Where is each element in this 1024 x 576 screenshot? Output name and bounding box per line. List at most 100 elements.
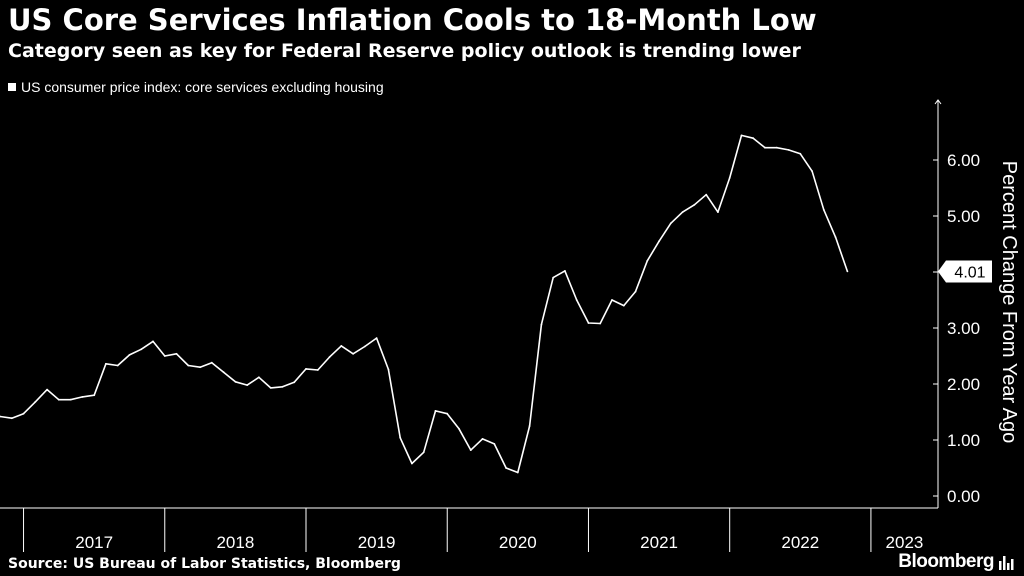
data-point bbox=[564, 270, 566, 272]
data-point bbox=[458, 427, 460, 430]
data-point bbox=[728, 177, 731, 179]
data-point bbox=[187, 364, 190, 367]
data-point bbox=[528, 425, 531, 427]
data-point bbox=[422, 451, 425, 454]
data-point bbox=[152, 340, 154, 343]
data-point bbox=[46, 388, 48, 391]
data-point bbox=[140, 348, 143, 351]
data-point bbox=[717, 211, 719, 214]
last-value-label: 4.01 bbox=[954, 264, 985, 281]
y-tick-label: 0.00 bbox=[947, 487, 980, 506]
data-point bbox=[775, 146, 778, 149]
data-point bbox=[493, 443, 496, 445]
data-point bbox=[234, 380, 237, 383]
data-point bbox=[740, 134, 743, 137]
data-point bbox=[481, 438, 484, 440]
x-year-label: 2023 bbox=[886, 533, 924, 552]
data-point bbox=[128, 354, 131, 356]
data-point bbox=[434, 410, 437, 412]
data-point bbox=[269, 387, 272, 389]
data-point bbox=[811, 170, 813, 173]
data-point bbox=[34, 401, 37, 403]
data-point bbox=[81, 396, 84, 398]
data-point bbox=[575, 299, 578, 301]
data-point bbox=[0, 415, 1, 418]
data-point bbox=[175, 352, 178, 355]
data-point bbox=[752, 137, 755, 140]
data-point bbox=[658, 240, 660, 243]
data-point bbox=[587, 322, 590, 324]
data-point bbox=[352, 352, 354, 355]
data-point bbox=[293, 381, 296, 384]
data-point bbox=[210, 361, 213, 364]
y-tick-label: 2.00 bbox=[947, 375, 980, 394]
data-point bbox=[846, 270, 849, 273]
data-point bbox=[199, 366, 202, 369]
legend: US consumer price index: core services e… bbox=[8, 78, 384, 96]
data-point bbox=[163, 355, 166, 357]
data-point bbox=[10, 417, 13, 420]
x-year-label: 2017 bbox=[75, 533, 113, 552]
legend-entry-label: US consumer price index: core services e… bbox=[21, 79, 384, 95]
data-point bbox=[469, 449, 472, 451]
data-point bbox=[328, 356, 331, 358]
data-point bbox=[246, 384, 249, 386]
data-point bbox=[505, 467, 507, 469]
data-point bbox=[105, 362, 107, 365]
data-point bbox=[363, 345, 366, 348]
data-point bbox=[387, 368, 390, 371]
x-year-label: 2019 bbox=[358, 533, 396, 552]
data-point bbox=[787, 149, 790, 151]
data-point bbox=[622, 304, 625, 307]
series-line bbox=[0, 134, 849, 474]
data-point bbox=[634, 290, 637, 293]
data-point bbox=[305, 368, 307, 370]
chart-title: US Core Services Inflation Cools to 18-M… bbox=[8, 3, 817, 37]
data-point bbox=[57, 398, 60, 401]
data-point bbox=[681, 211, 684, 214]
data-point bbox=[116, 364, 119, 367]
data-point bbox=[822, 208, 825, 211]
x-year-label: 2022 bbox=[781, 533, 819, 552]
data-point bbox=[316, 369, 319, 371]
data-point bbox=[340, 345, 343, 347]
data-point bbox=[258, 376, 260, 379]
data-point bbox=[834, 236, 837, 239]
data-point bbox=[669, 222, 672, 225]
brand-logo: Bloomberg bbox=[898, 551, 994, 572]
data-point bbox=[764, 146, 766, 149]
data-point bbox=[22, 412, 25, 415]
source-note: Source: US Bureau of Labor Statistics, B… bbox=[8, 556, 401, 572]
data-point bbox=[222, 371, 225, 374]
data-point bbox=[411, 462, 413, 465]
data-point bbox=[599, 322, 602, 325]
data-point bbox=[446, 412, 449, 415]
y-tick-label: 3.00 bbox=[947, 319, 980, 338]
y-tick-label: 1.00 bbox=[947, 431, 980, 450]
data-point bbox=[375, 337, 378, 339]
y-tick-label: 5.00 bbox=[947, 207, 980, 226]
data-point bbox=[516, 471, 519, 474]
data-point bbox=[399, 436, 402, 439]
y-tick-label: 6.00 bbox=[947, 151, 980, 170]
data-point bbox=[611, 299, 613, 301]
chart-subtitle: Category seen as key for Federal Reserve… bbox=[8, 40, 801, 62]
data-point bbox=[646, 259, 649, 262]
x-year-label: 2018 bbox=[216, 533, 254, 552]
x-year-label: 2020 bbox=[499, 533, 537, 552]
data-point bbox=[540, 323, 543, 326]
y-axis-arrow-icon bbox=[934, 99, 942, 105]
data-point bbox=[93, 394, 96, 397]
last-value-callout bbox=[938, 260, 992, 283]
data-point bbox=[281, 385, 284, 388]
data-point bbox=[705, 193, 708, 196]
x-year-label: 2021 bbox=[640, 533, 678, 552]
data-point bbox=[552, 276, 555, 279]
data-point bbox=[693, 203, 696, 206]
data-point bbox=[799, 152, 802, 155]
data-point bbox=[69, 398, 72, 401]
bloomberg-chart-icon bbox=[999, 556, 1014, 570]
legend-swatch-icon bbox=[8, 83, 16, 91]
y-axis-title: Percent Change From Year Ago bbox=[998, 161, 1020, 443]
